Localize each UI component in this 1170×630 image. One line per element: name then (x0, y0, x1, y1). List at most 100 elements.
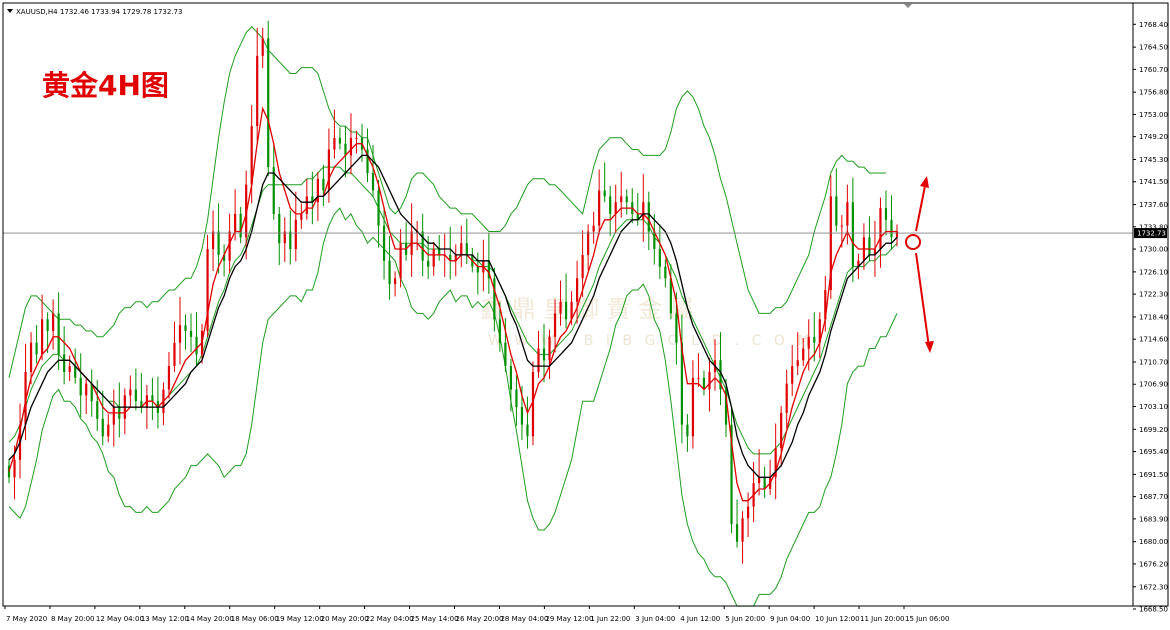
down-arrow-head (925, 341, 934, 353)
candle-body (272, 167, 275, 214)
candle-body (316, 178, 319, 203)
price-tick-label: 1749.20 (1139, 133, 1168, 141)
candle-body (189, 330, 193, 337)
candle-body (432, 249, 435, 267)
time-tick-label: 11 Jun 20:00 (860, 615, 904, 623)
candle-body (289, 231, 292, 250)
time-tick-label: 18 May 06:00 (231, 615, 279, 623)
time-tick-label: 29 May 12:00 (545, 615, 593, 623)
candle-body (57, 313, 60, 355)
candle-body (256, 55, 259, 127)
candle-body (785, 383, 788, 413)
candle-body (890, 219, 893, 238)
candle-body (542, 348, 546, 361)
price-tick-label: 1687.70 (1139, 493, 1168, 501)
price-tick-label: 1683.90 (1139, 515, 1168, 523)
price-tick-label: 1691.50 (1139, 471, 1168, 479)
candle-body (697, 377, 700, 379)
candle-body (735, 524, 739, 542)
candle-body (807, 336, 810, 349)
down-arrow-shaft (915, 252, 930, 348)
candle-body (487, 260, 490, 279)
candle-body (63, 354, 66, 372)
price-tick-label: 1672.30 (1139, 583, 1168, 591)
candle-body (338, 137, 342, 144)
candle-body (151, 395, 154, 402)
candle-body (449, 254, 452, 261)
candle-body (460, 243, 463, 255)
candle-body (520, 407, 524, 425)
candle-body (537, 348, 540, 372)
price-tick-label: 1668.50 (1139, 606, 1168, 614)
candle-body (802, 348, 805, 361)
forecast-arrows (905, 176, 934, 353)
candle-body (592, 225, 595, 232)
candle-body (598, 190, 601, 226)
time-tick-label: 1 Jun 22:00 (590, 615, 630, 623)
candlesticks (7, 20, 899, 564)
candle-body (13, 459, 16, 478)
candle-body (791, 366, 794, 384)
candle-body (140, 401, 143, 408)
candle-body (835, 196, 838, 226)
time-tick-label: 22 May 04:00 (366, 615, 414, 623)
candle-body (129, 389, 132, 396)
chart-header: XAUUSD,H4 1732.46 1733.94 1729.78 1732.7… (7, 8, 182, 16)
price-tick-label: 1768.40 (1139, 21, 1168, 29)
time-tick-label: 28 May 04:00 (500, 615, 548, 623)
up-arrow-shaft (915, 180, 927, 232)
time-tick-label: 14 May 20:00 (186, 615, 234, 623)
candle-body (184, 325, 187, 331)
current-price-badge-bg (1134, 228, 1167, 239)
candle-body (195, 336, 198, 355)
candle-body (305, 196, 308, 214)
candle-body (746, 506, 750, 519)
candle-body (719, 360, 722, 390)
price-tick-label: 1706.90 (1139, 381, 1168, 389)
candle-body (658, 249, 661, 267)
chart-shift-marker[interactable] (904, 4, 912, 8)
candle-body (399, 243, 402, 279)
candle-body (664, 266, 667, 279)
candle-body (206, 249, 209, 331)
candle-body (647, 202, 650, 232)
current-price-badge: 1732.73 (1134, 228, 1167, 239)
candle-body (625, 196, 628, 203)
price-tick-label: 1745.30 (1139, 156, 1168, 164)
candle-body (217, 231, 220, 255)
candle-body (548, 336, 551, 361)
slow-ma-line (8, 154, 898, 478)
candle-body (228, 231, 231, 261)
candle-body (239, 213, 242, 238)
candle-body (211, 231, 215, 250)
candle-body (377, 190, 380, 226)
candle-body (35, 342, 38, 355)
candle-body (333, 137, 336, 150)
time-tick-label: 5 Jun 20:00 (725, 615, 765, 623)
upper-band-line (8, 25, 886, 378)
candle-body (642, 202, 645, 220)
candle-body (884, 208, 888, 220)
candle-body (349, 137, 353, 156)
candle-body (840, 225, 843, 227)
header-symbol: XAUUSD,H4 (16, 8, 58, 16)
candle-body (636, 213, 639, 220)
candle-body (559, 301, 562, 314)
time-tick-label: 8 May 20:00 (51, 615, 95, 623)
candle-body (283, 231, 286, 244)
candle-body (40, 319, 44, 355)
candle-body (724, 389, 728, 425)
candle-body (322, 178, 325, 191)
candle-body (393, 278, 397, 285)
candle-body (515, 389, 518, 408)
header-dropdown-icon[interactable] (7, 9, 13, 13)
candle-body (344, 143, 347, 156)
candle-body (614, 202, 617, 214)
candle-body (46, 319, 49, 331)
price-tick-label: 1733.80 (1139, 223, 1168, 231)
candle-body (702, 377, 706, 390)
candle-body (564, 301, 568, 320)
candle-body (879, 208, 882, 250)
candle-body (509, 366, 513, 390)
